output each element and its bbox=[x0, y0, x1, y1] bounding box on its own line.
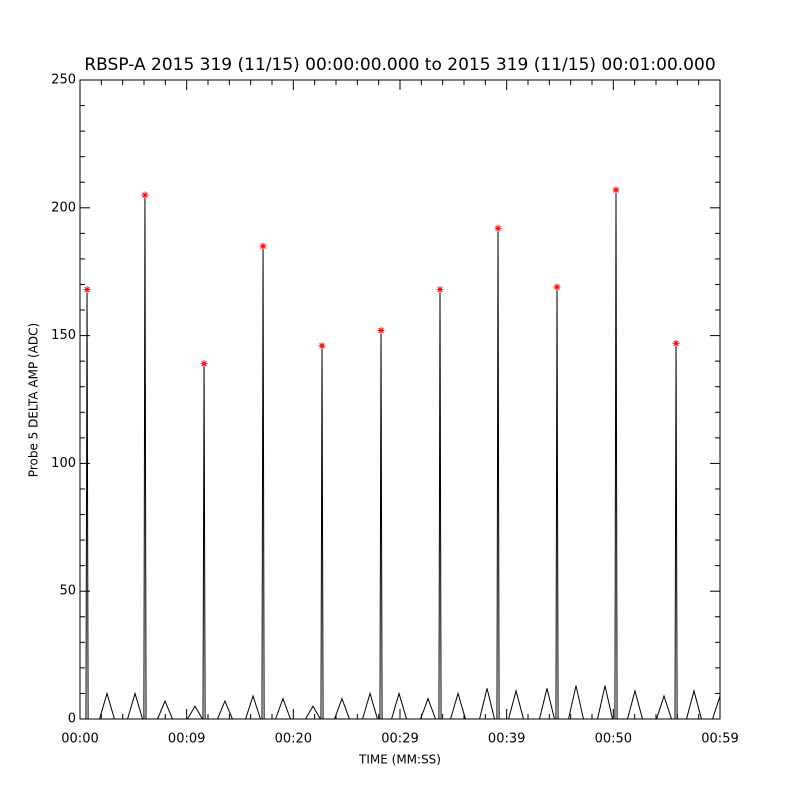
peak-marker bbox=[141, 191, 149, 199]
x-tick-label: 00:09 bbox=[168, 732, 205, 747]
marker-stroke bbox=[260, 243, 266, 249]
x-tick-label: 00:29 bbox=[381, 732, 418, 747]
peak-marker bbox=[494, 224, 502, 232]
peak-marker bbox=[83, 286, 91, 294]
peak-marker bbox=[318, 342, 326, 350]
y-tick-label: 0 bbox=[68, 712, 76, 727]
y-tick-label: 200 bbox=[51, 200, 76, 215]
x-tick-label: 00:00 bbox=[61, 732, 98, 747]
y-tick-label: 50 bbox=[59, 584, 76, 599]
chart-title: RBSP-A 2015 319 (11/15) 00:00:00.000 to … bbox=[84, 55, 715, 75]
y-axis-label: Probe 5 DELTA AMP (ADC) bbox=[27, 323, 41, 477]
x-tick-label: 00:50 bbox=[595, 732, 632, 747]
x-axis-label: TIME (MM:SS) bbox=[358, 753, 441, 767]
marker-stroke bbox=[201, 360, 207, 367]
marker-stroke bbox=[437, 286, 443, 293]
peak-marker bbox=[612, 186, 620, 194]
x-tick-label: 00:20 bbox=[275, 732, 312, 747]
marker-stroke bbox=[613, 187, 619, 193]
marker-stroke bbox=[554, 284, 560, 290]
peak-marker bbox=[553, 283, 561, 291]
y-tick-label: 100 bbox=[51, 456, 76, 471]
peak-marker bbox=[200, 360, 208, 368]
y-tick-label: 250 bbox=[51, 73, 76, 88]
y-tick-label: 150 bbox=[51, 328, 76, 343]
marker-stroke bbox=[319, 343, 325, 349]
x-tick-label: 00:59 bbox=[701, 732, 738, 747]
peak-marker bbox=[672, 339, 680, 347]
marker-stroke bbox=[673, 340, 679, 347]
marker-stroke bbox=[84, 286, 90, 293]
peak-marker bbox=[259, 242, 267, 250]
x-tick-label: 00:39 bbox=[488, 732, 525, 747]
peak-marker bbox=[377, 326, 385, 334]
signal-line bbox=[80, 189, 721, 720]
peak-marker bbox=[436, 286, 444, 294]
marker-stroke bbox=[378, 327, 384, 334]
marker-stroke bbox=[142, 192, 148, 198]
marker-stroke bbox=[495, 225, 501, 232]
